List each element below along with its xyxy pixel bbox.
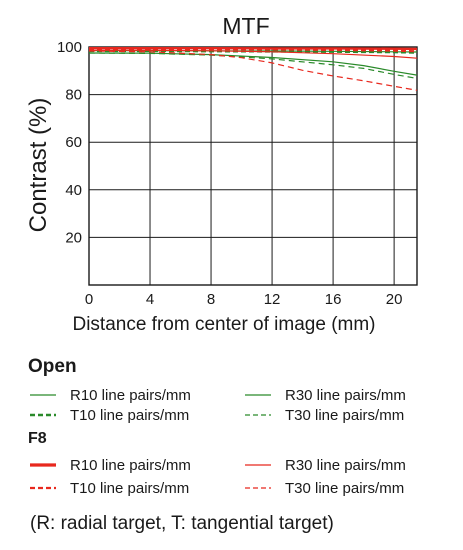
y-tick-label: 80 xyxy=(65,87,82,104)
series-line xyxy=(88,50,418,91)
legend-swatch xyxy=(245,394,271,396)
legend-item: R10 line pairs/mm xyxy=(30,455,191,475)
series-line xyxy=(89,49,418,54)
legend-swatch xyxy=(30,486,56,490)
y-tick-label: 100 xyxy=(57,39,82,56)
legend-label: T10 line pairs/mm xyxy=(70,406,190,424)
legend-f8-heading: F8 xyxy=(28,430,47,447)
legend-label: R10 line pairs/mm xyxy=(70,386,191,404)
legend-label: R30 line pairs/mm xyxy=(285,386,406,404)
legend-swatch xyxy=(245,487,271,489)
legend-item: R30 line pairs/mm xyxy=(245,385,406,405)
y-tick-label: 60 xyxy=(65,134,82,151)
legend-label: R10 line pairs/mm xyxy=(70,456,191,474)
legend-item: R30 line pairs/mm xyxy=(245,455,406,475)
legend-swatch xyxy=(245,414,271,416)
mtf-chart: MTF 0 4 8 12 16 20 20 40 60 80 100 Distance from c… xyxy=(25,13,418,335)
y-tick-label: 20 xyxy=(65,229,82,246)
series-line xyxy=(88,52,418,76)
legend-label: T10 line pairs/mm xyxy=(70,479,190,497)
legend-item: T10 line pairs/mm xyxy=(30,478,189,498)
x-tick-label: 12 xyxy=(264,291,281,308)
legend-item: R10 line pairs/mm xyxy=(30,385,191,405)
x-tick-label: 4 xyxy=(146,291,154,308)
legend-open-heading: Open xyxy=(28,356,77,377)
x-tick-label: 16 xyxy=(325,291,342,308)
y-axis-label: Contrast (%) xyxy=(25,98,52,233)
legend-swatch xyxy=(30,463,56,467)
legend-label: R30 line pairs/mm xyxy=(285,456,406,474)
legend-swatch xyxy=(245,464,271,466)
x-tick-label: 8 xyxy=(207,291,215,308)
plot-frame xyxy=(88,46,418,286)
x-tick-label: 20 xyxy=(386,291,403,308)
legend-item: T30 line pairs/mm xyxy=(245,405,404,425)
legend-label: T30 line pairs/mm xyxy=(285,479,405,497)
series-layer xyxy=(88,47,418,91)
chart-grid xyxy=(89,47,417,285)
x-axis-label: Distance from center of image (mm) xyxy=(72,314,375,335)
footnote: (R: radial target, T: tangential target) xyxy=(30,513,334,534)
legend-swatch xyxy=(30,413,56,417)
series-line xyxy=(89,49,418,59)
y-tick-label: 40 xyxy=(65,182,82,199)
legend-swatch xyxy=(30,394,56,396)
tick-labels: 0 4 8 12 16 20 20 40 60 80 100 xyxy=(57,39,402,308)
chart-title: MTF xyxy=(222,13,269,39)
series-line xyxy=(89,47,418,53)
legend-item: T10 line pairs/mm xyxy=(30,405,189,425)
legend-label: T30 line pairs/mm xyxy=(285,406,405,424)
series-line xyxy=(88,52,418,79)
legend-item: T30 line pairs/mm xyxy=(245,478,404,498)
x-tick-label: 0 xyxy=(85,291,93,308)
